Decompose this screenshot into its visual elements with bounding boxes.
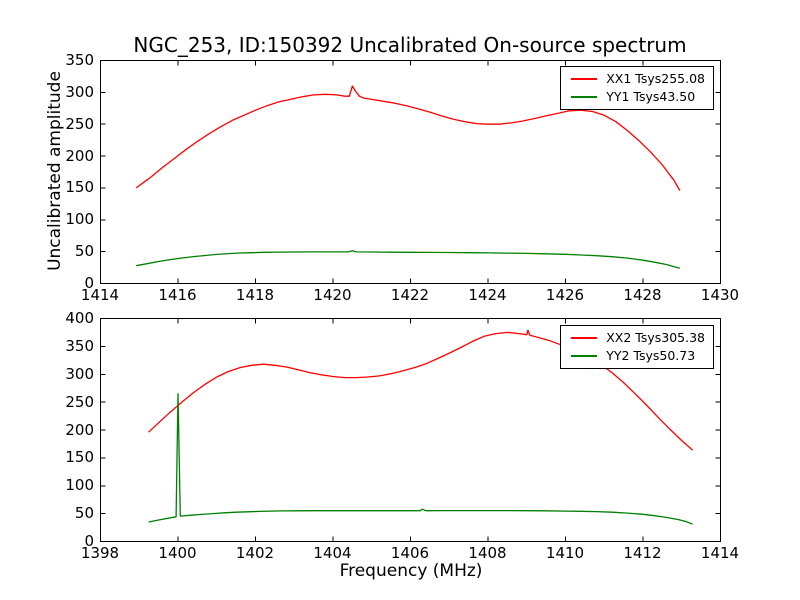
x-tick-label: 1430	[700, 286, 740, 304]
x-tick-label: 1428	[623, 286, 662, 304]
y-tick-label: 250	[65, 114, 94, 133]
legend-entry: XX2 Tsys305.38	[571, 331, 705, 345]
legend-line-swatch-xx1	[571, 78, 598, 80]
x-tick-label: 1414	[80, 286, 120, 304]
x-tick-label: 1410	[545, 544, 585, 562]
x-tick-label: 1402	[235, 544, 275, 562]
y-tick-label: 50	[74, 242, 94, 261]
y-tick-label: 250	[65, 392, 94, 411]
y-axis-label: Uncalibrated amplitude	[45, 71, 65, 271]
y-tick-label: 300	[65, 364, 94, 383]
y-tick-label: 300	[65, 82, 94, 101]
y-tick-label: 100	[65, 476, 94, 495]
x-tick-label: 1420	[313, 286, 352, 304]
series-line-yy2	[148, 393, 693, 525]
x-tick-label: 1424	[468, 286, 507, 304]
legend-line-swatch-xx2	[571, 337, 598, 339]
x-tick-label: 1414	[700, 544, 740, 562]
x-tick-label: 1408	[468, 544, 507, 562]
x-tick-label: 1416	[158, 286, 197, 304]
y-tick-label: 350	[65, 336, 94, 355]
x-tick-label: 1422	[390, 286, 430, 304]
x-tick-label: 1412	[623, 544, 662, 562]
legend-line-swatch-yy2	[571, 355, 598, 357]
y-tick-label: 0	[84, 274, 94, 292]
y-tick-label: 200	[65, 146, 94, 165]
x-tick-label: 1418	[235, 286, 275, 304]
y-tick-label: 400	[65, 309, 94, 327]
legend-label-xx2: XX2 Tsys305.38	[606, 330, 705, 345]
x-tick-label: 1398	[80, 544, 120, 562]
y-tick-label: 150	[65, 178, 94, 197]
y-tick-label: 150	[65, 448, 94, 467]
subplot-axes-0	[100, 60, 721, 284]
legend-label-xx1: XX1 Tsys255.08	[606, 71, 705, 86]
y-tick-label: 0	[84, 532, 94, 550]
legend-label-yy1: YY1 Tsys43.50	[606, 89, 696, 104]
x-tick-label: 1426	[545, 286, 585, 304]
x-tick-label: 1400	[158, 544, 197, 562]
y-tick-label: 350	[65, 51, 94, 69]
legend-top-subplot: XX1 Tsys255.08 YY1 Tsys43.50	[560, 66, 714, 110]
y-tick-label: 100	[65, 210, 94, 229]
x-tick-label: 1406	[390, 544, 430, 562]
legend-bottom-subplot: XX2 Tsys305.38 YY2 Tsys50.73	[560, 325, 714, 369]
x-axis-label: Frequency (MHz)	[339, 561, 483, 581]
legend-entry: YY1 Tsys43.50	[571, 90, 705, 104]
legend-line-swatch-yy1	[571, 96, 598, 98]
legend-entry: XX1 Tsys255.08	[571, 72, 705, 86]
y-tick-label: 200	[65, 420, 94, 439]
legend-entry: YY2 Tsys50.73	[571, 349, 705, 363]
legend-label-yy2: YY2 Tsys50.73	[606, 348, 696, 363]
x-tick-label: 1404	[313, 544, 352, 562]
y-tick-label: 50	[74, 504, 94, 523]
chart-title: NGC_253, ID:150392 Uncalibrated On-sourc…	[133, 33, 687, 57]
series-line-xx1	[135, 85, 681, 191]
series-line-yy1	[136, 250, 680, 269]
